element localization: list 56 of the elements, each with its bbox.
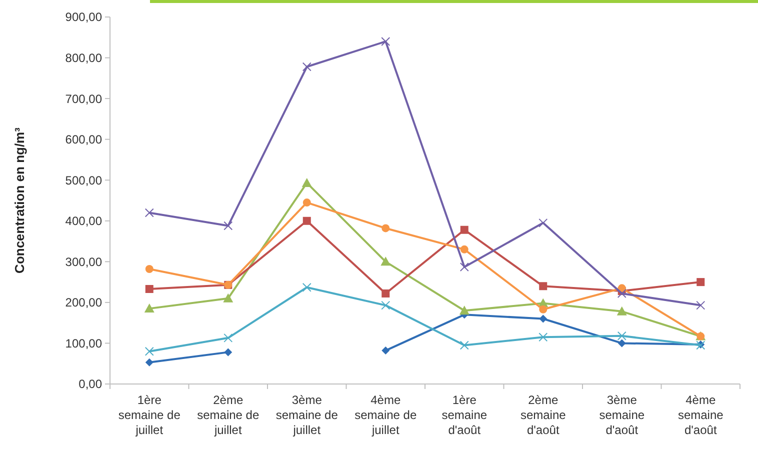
- point: [224, 348, 232, 356]
- x-tick-label: 1ère semaine de juillet: [118, 393, 181, 437]
- point: [539, 305, 548, 314]
- x-tick-label: 2ème semaine de juillet: [197, 393, 260, 437]
- point: [696, 300, 706, 310]
- x-tick-label: 4ème semaine d'août: [678, 393, 724, 437]
- y-tick-label: 700,00: [65, 92, 102, 106]
- point: [144, 346, 154, 356]
- point: [618, 339, 626, 348]
- point: [302, 282, 312, 292]
- point: [145, 284, 154, 293]
- point: [538, 332, 548, 342]
- point: [145, 265, 154, 274]
- point: [382, 289, 390, 298]
- x-tick-label: 2ème semaine d'août: [520, 393, 566, 437]
- point: [145, 358, 154, 366]
- y-tick-label: 500,00: [65, 173, 102, 188]
- point: [302, 216, 311, 225]
- y-tick-label: 400,00: [65, 214, 102, 228]
- y-tick-label: 200,00: [65, 296, 102, 310]
- point: [302, 62, 312, 72]
- point: [224, 333, 233, 342]
- point: [460, 262, 469, 272]
- y-tick-label: 800,00: [65, 50, 102, 65]
- point: [381, 36, 390, 46]
- point: [144, 304, 154, 313]
- point: [538, 218, 548, 228]
- y-tick-label: 300,00: [65, 254, 102, 269]
- point: [224, 221, 233, 230]
- point: [460, 245, 468, 254]
- y-tick-label: 600,00: [65, 132, 102, 147]
- point: [302, 178, 312, 187]
- point: [302, 198, 311, 207]
- point: [459, 306, 470, 315]
- y-tick-label: 0,00: [78, 377, 102, 392]
- point: [223, 293, 234, 302]
- point: [539, 314, 548, 323]
- point: [380, 256, 391, 266]
- point: [539, 282, 548, 290]
- x-tick-label: 4ème semaine de juillet: [354, 393, 417, 437]
- point: [616, 306, 627, 316]
- point: [382, 224, 390, 232]
- y-axis-title: Concentration en ng/m³: [12, 126, 27, 274]
- y-tick-label: 100,00: [65, 336, 102, 350]
- x-tick-label: 3ème semaine de juillet: [276, 393, 338, 437]
- point: [617, 331, 626, 340]
- y-tick-label: 900,00: [65, 10, 102, 24]
- point: [617, 288, 626, 298]
- point: [460, 340, 469, 350]
- x-tick-label: 3ème semaine d'août: [599, 393, 645, 437]
- x-tick-label: 1ère semaine d'août: [442, 393, 488, 437]
- point: [381, 300, 390, 310]
- point: [696, 278, 705, 286]
- point: [460, 226, 468, 234]
- point: [382, 346, 390, 355]
- point: [144, 208, 154, 218]
